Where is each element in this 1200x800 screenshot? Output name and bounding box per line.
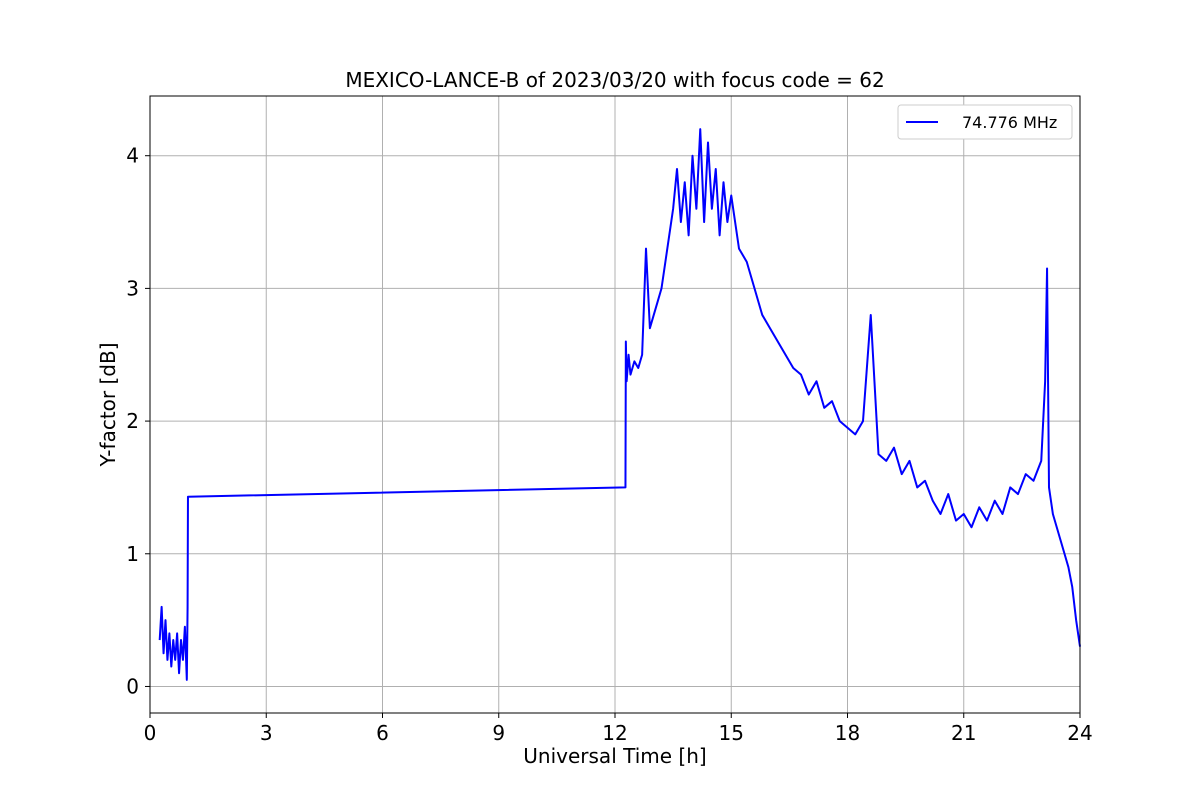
chart-title: MEXICO-LANCE-B of 2023/03/20 with focus … <box>345 68 884 92</box>
x-tick-label: 15 <box>719 721 744 745</box>
x-tick-label: 18 <box>835 721 860 745</box>
x-tick-label: 24 <box>1067 721 1092 745</box>
legend-label: 74.776 MHz <box>962 113 1057 132</box>
y-tick-label: 4 <box>126 144 139 168</box>
x-tick-label: 12 <box>602 721 627 745</box>
x-tick-label: 3 <box>260 721 273 745</box>
y-tick-label: 1 <box>126 542 139 566</box>
series-line-0 <box>158 128 1081 681</box>
y-tick-label: 2 <box>126 409 139 433</box>
legend: 74.776 MHz <box>897 104 1073 140</box>
y-tick-label: 3 <box>126 276 139 300</box>
x-tick-label: 9 <box>492 721 505 745</box>
x-tick-label: 21 <box>951 721 976 745</box>
y-tick-label: 0 <box>126 674 139 698</box>
legend-box <box>897 104 1073 140</box>
y-axis-label: Y-factor [dB] <box>96 342 120 467</box>
x-axis-label: Universal Time [h] <box>523 744 706 768</box>
plot-area <box>158 128 1081 681</box>
x-tick-label: 6 <box>376 721 389 745</box>
x-tick-label: 0 <box>144 721 157 745</box>
